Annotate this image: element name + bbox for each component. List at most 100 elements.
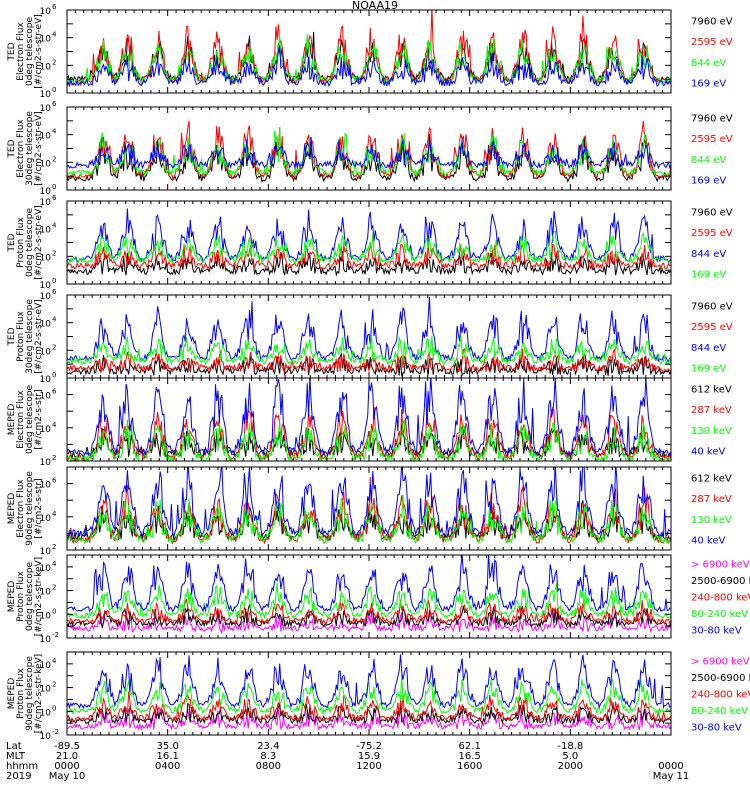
series-line-meped-proton-90deg-4 <box>67 654 671 710</box>
y-tick-label: 10 <box>40 198 52 208</box>
y-tick-exponent: 4 <box>52 510 57 518</box>
y-tick-exponent: 6 <box>52 477 57 485</box>
y-tick-exponent: 0 <box>52 607 56 615</box>
y-tick-exponent: 4 <box>52 222 57 230</box>
x-tick-label-lat: -75.2 <box>356 741 382 752</box>
y-axis-label: MEPEDProton Flux0deg telescope[#/cm2-s-s… <box>7 557 44 636</box>
y-tick-exponent: -2 <box>52 728 59 736</box>
y-tick-label: 10 <box>40 375 52 385</box>
y-tick-exponent: 4 <box>52 560 57 568</box>
y-tick-exponent: 4 <box>52 421 57 429</box>
x-tick-label-mlt: 16.5 <box>459 751 481 762</box>
y-tick-exponent: 4 <box>52 316 57 324</box>
series-line-ted-proton-0deg-3 <box>67 230 671 265</box>
series-line-meped-proton-0deg-4 <box>67 555 671 613</box>
y-tick-label: 10 <box>40 708 52 718</box>
y-tick-label: 10 <box>40 132 52 142</box>
x-tick-label-hhmm: 0000 <box>54 761 79 772</box>
legend-entry: 40 keV <box>691 536 725 547</box>
y-tick-exponent: 2 <box>52 543 56 551</box>
legend-entry: 30-80 keV <box>691 626 742 637</box>
y-tick-exponent: 0 <box>52 371 56 379</box>
x-axis-row-label: hhmm <box>6 761 38 772</box>
y-tick-label: 10 <box>40 425 52 435</box>
y-tick-exponent: 2 <box>52 681 56 689</box>
series-line-meped-electron-90deg-1 <box>67 476 671 545</box>
series-line-ted-electron-30deg-0 <box>67 134 671 183</box>
legend-entry: 30-80 keV <box>691 723 742 734</box>
x-axis-row-label: MLT <box>6 751 26 762</box>
x-tick-label-date: May 11 <box>653 771 690 782</box>
y-tick-exponent: -2 <box>52 631 59 639</box>
x-tick-label-lat: 23.4 <box>257 741 279 752</box>
y-tick-label: 10 <box>40 62 52 72</box>
y-tick-label: 10 <box>40 7 52 17</box>
y-axis-label: MEPEDElectron Flux0deg telescope[#/cm2-s… <box>7 385 44 455</box>
x-tick-label-lat: -89.5 <box>54 741 80 752</box>
x-tick-label-hhmm: 1600 <box>457 761 482 772</box>
y-tick-exponent: 4 <box>52 31 57 39</box>
series-line-ted-electron-30deg-3 <box>67 136 671 170</box>
legend-entry: 7960 eV <box>691 301 733 312</box>
y-tick-label: 10 <box>40 661 52 671</box>
y-tick-label: 10 <box>40 685 52 695</box>
legend-entry: 844 eV <box>691 155 726 166</box>
y-tick-exponent: 2 <box>52 58 56 66</box>
y-tick-label: 10 <box>40 588 52 598</box>
legend-entry: 169 eV <box>691 270 726 281</box>
y-tick-label: 10 <box>40 458 52 468</box>
legend-entry: 169 eV <box>691 79 726 90</box>
series-line-meped-proton-90deg-2 <box>67 691 671 722</box>
y-tick-exponent: 2 <box>52 584 56 592</box>
y-tick-exponent: 6 <box>52 100 57 108</box>
y-tick-label: 10 <box>40 90 52 100</box>
legend-entry: 130 keV <box>691 426 732 437</box>
y-tick-label: 10 <box>40 732 52 742</box>
y-tick-label: 10 <box>40 35 52 45</box>
legend-entry: > 6900 keV <box>691 656 750 667</box>
y-axis-label: MEPEDElectron Flux90deg telescope[#/cm2-… <box>7 471 44 546</box>
legend-entry: 612 keV <box>691 384 732 395</box>
legend-entry: 2595 eV <box>691 134 733 145</box>
x-tick-label-hhmm: 2000 <box>558 761 583 772</box>
x-tick-label-date: May 10 <box>49 771 86 782</box>
x-tick-label-mlt: 8.3 <box>260 751 276 762</box>
series-line-meped-proton-0deg-2 <box>67 598 671 626</box>
legend-entry: 2595 eV <box>691 37 733 48</box>
y-tick-exponent: 6 <box>52 288 57 296</box>
y-tick-exponent: 4 <box>52 128 57 136</box>
x-tick-label-hhmm: 0800 <box>256 761 281 772</box>
series-line-ted-electron-30deg-1 <box>67 120 671 181</box>
legend-entry: 80-240 keV <box>691 609 748 620</box>
y-tick-label: 10 <box>40 159 52 169</box>
y-tick-exponent: 2 <box>52 155 56 163</box>
series-line-ted-proton-0deg-0 <box>67 250 671 277</box>
y-tick-label: 10 <box>40 392 52 402</box>
y-tick-exponent: 0 <box>52 183 56 191</box>
series-line-ted-electron-30deg-2 <box>67 127 671 178</box>
y-tick-exponent: 6 <box>52 3 57 11</box>
series-line-meped-proton-90deg-3 <box>67 674 671 715</box>
legend-entry: 169 eV <box>691 364 726 375</box>
y-tick-label: 10 <box>40 564 52 574</box>
series-line-meped-proton-90deg-1 <box>67 702 671 726</box>
y-tick-label: 10 <box>40 226 52 236</box>
y-tick-label: 10 <box>40 347 52 357</box>
y-tick-exponent: 0 <box>52 86 56 94</box>
x-axis-row-label: 2019 <box>6 771 31 782</box>
y-axis-label: TEDElectron Flux0deg telescope[#/cm2-s-s… <box>7 14 44 89</box>
y-tick-exponent: 2 <box>52 343 56 351</box>
legend-entry: 2595 eV <box>691 228 733 239</box>
legend-entry: 7960 eV <box>691 113 733 124</box>
legend-entry: 80-240 keV <box>691 706 748 717</box>
series-line-meped-electron-90deg-2 <box>67 494 671 545</box>
y-tick-exponent: 2 <box>52 454 56 462</box>
legend-entry: 240-800 keV <box>691 593 750 604</box>
